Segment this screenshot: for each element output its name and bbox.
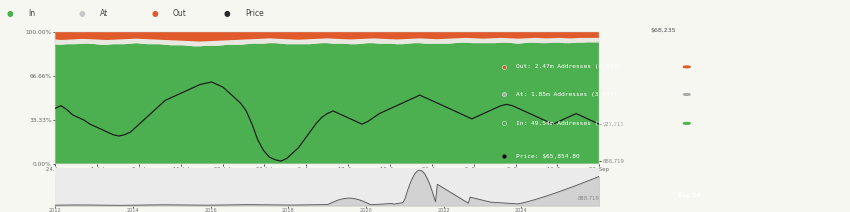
Text: 888,719: 888,719 (577, 195, 599, 200)
Text: At: At (100, 9, 109, 18)
Text: Out: Out (173, 9, 186, 18)
Text: In: In (28, 9, 35, 18)
Text: Price: Price (245, 9, 264, 18)
Text: ●: ● (151, 9, 158, 18)
Text: ●: ● (224, 9, 230, 18)
Text: $68,235: $68,235 (650, 28, 676, 33)
Text: Out: 2.47m Addresses (4.59%): Out: 2.47m Addresses (4.59%) (516, 64, 620, 69)
Text: Price: $65,854.80: Price: $65,854.80 (516, 154, 580, 159)
Text: At: 1.85m Addresses (3.44%): At: 1.85m Addresses (3.44%) (516, 92, 617, 97)
Text: ●: ● (79, 9, 86, 18)
Text: ●: ● (7, 9, 14, 18)
Text: In: 49.54m Addresses (91.97%): In: 49.54m Addresses (91.97%) (516, 121, 625, 126)
Text: Sep 28: Sep 28 (678, 193, 700, 198)
